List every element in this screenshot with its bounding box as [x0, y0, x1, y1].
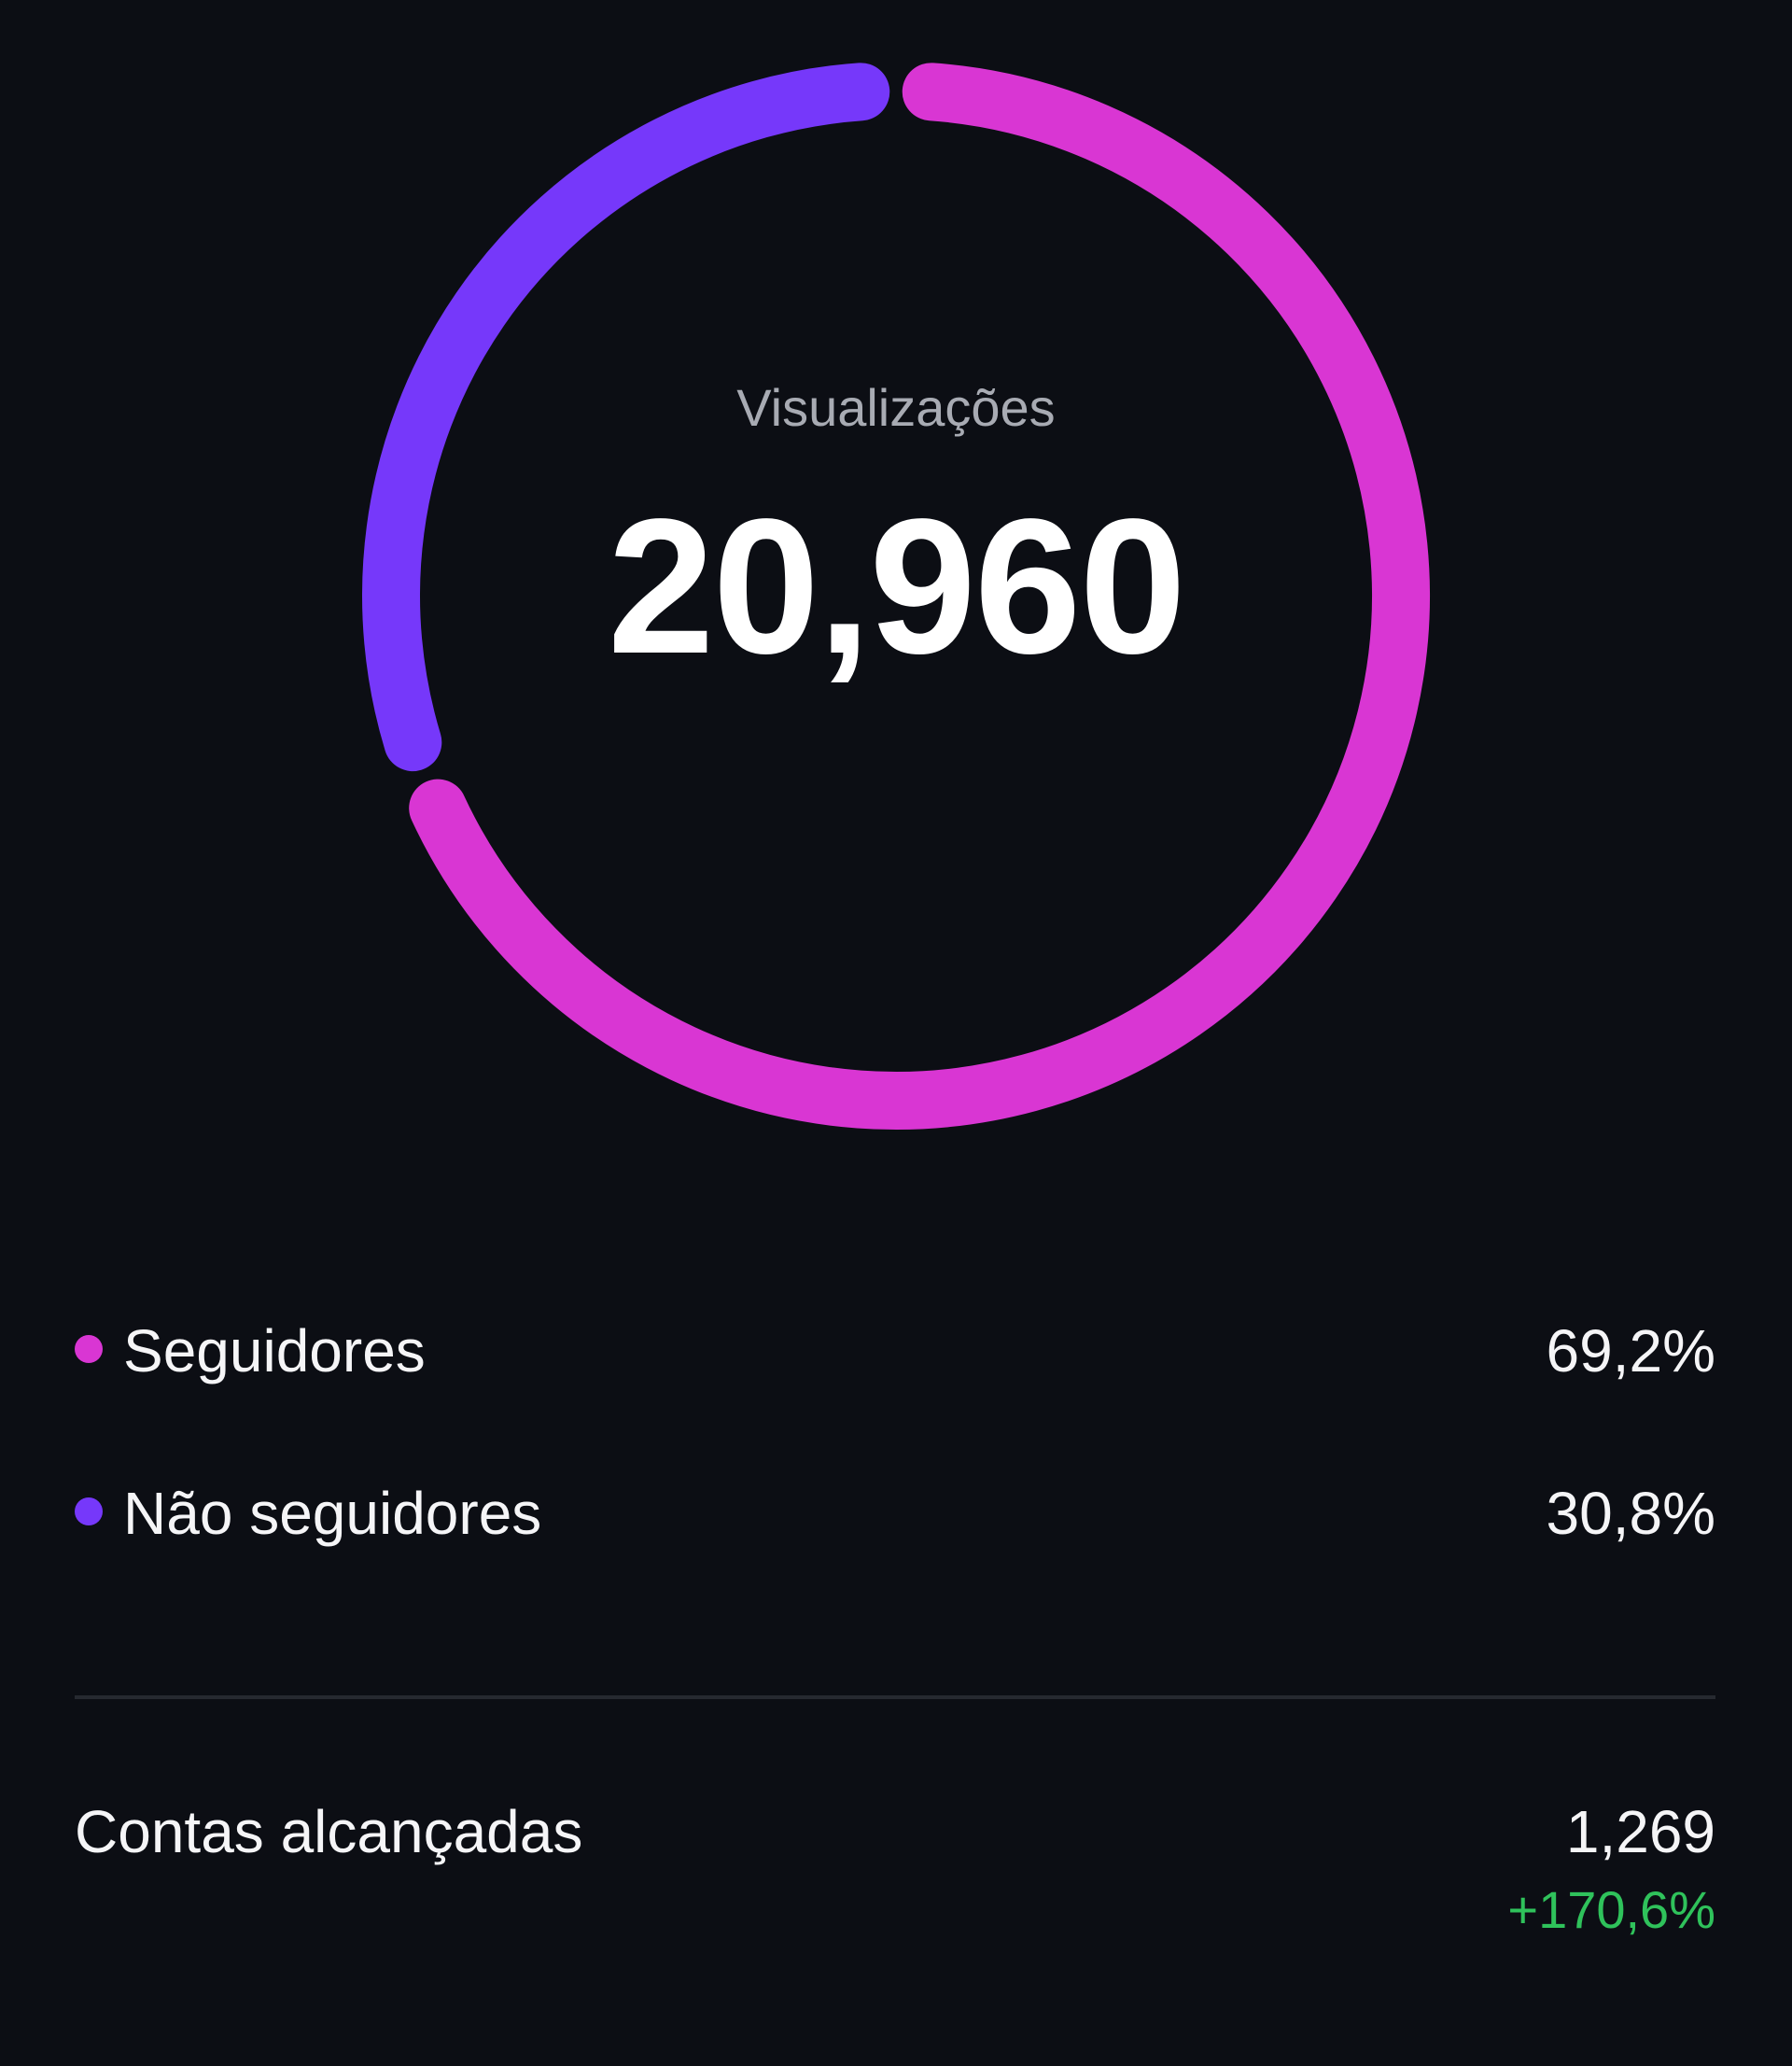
reach-value: 1,269: [1565, 1798, 1715, 1865]
legend-value: 69,2%: [1546, 1317, 1715, 1384]
legend-dot-icon: [75, 1335, 103, 1363]
center-label: Visualizações: [736, 378, 1056, 437]
legend-value: 30,8%: [1546, 1480, 1715, 1547]
reach-change: +170,6%: [1507, 1880, 1715, 1939]
donut-segment-0: [409, 63, 1430, 1130]
donut-segment-1: [362, 63, 890, 772]
divider: [75, 1695, 1715, 1699]
reach-label: Contas alcançadas: [75, 1798, 583, 1865]
legend-label: Seguidores: [123, 1317, 426, 1384]
legend-label: Não seguidores: [123, 1480, 542, 1547]
center-value: 20,960: [607, 479, 1186, 694]
reach-row: Contas alcançadas 1,269 +170,6%: [75, 1797, 1715, 1940]
donut-chart: [362, 63, 1430, 1130]
legend-dot-icon: [75, 1497, 103, 1525]
legend-item-seguidores: Seguidores 69,2%: [75, 1314, 1715, 1388]
legend-item-nao-seguidores: Não seguidores 30,8%: [75, 1476, 1715, 1551]
